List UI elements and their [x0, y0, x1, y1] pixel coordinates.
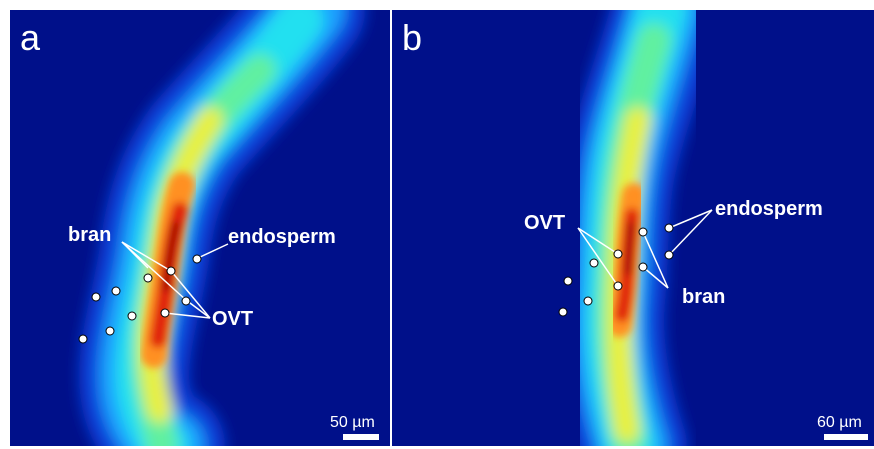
panel-b-heatmap — [554, 10, 722, 446]
panel-b-heatmap-image: b OVT en — [392, 10, 874, 446]
label-bran: bran — [682, 286, 726, 308]
scale-bar-label: 60 µm — [817, 414, 862, 431]
scale-bar — [824, 434, 868, 440]
panel-b-letter: b — [402, 17, 423, 58]
panel-a-heatmap-image: a b — [10, 10, 390, 446]
label-ovt: OVT — [524, 212, 566, 234]
label-endosperm: endosperm — [228, 226, 336, 248]
scale-bar-label: 50 µm — [330, 414, 375, 431]
label-endosperm: endosperm — [715, 198, 823, 220]
label-ovt: OVT — [212, 308, 254, 330]
panel-a-letter: a — [20, 17, 41, 58]
scale-bar — [343, 434, 379, 440]
label-bran: bran — [68, 224, 112, 246]
